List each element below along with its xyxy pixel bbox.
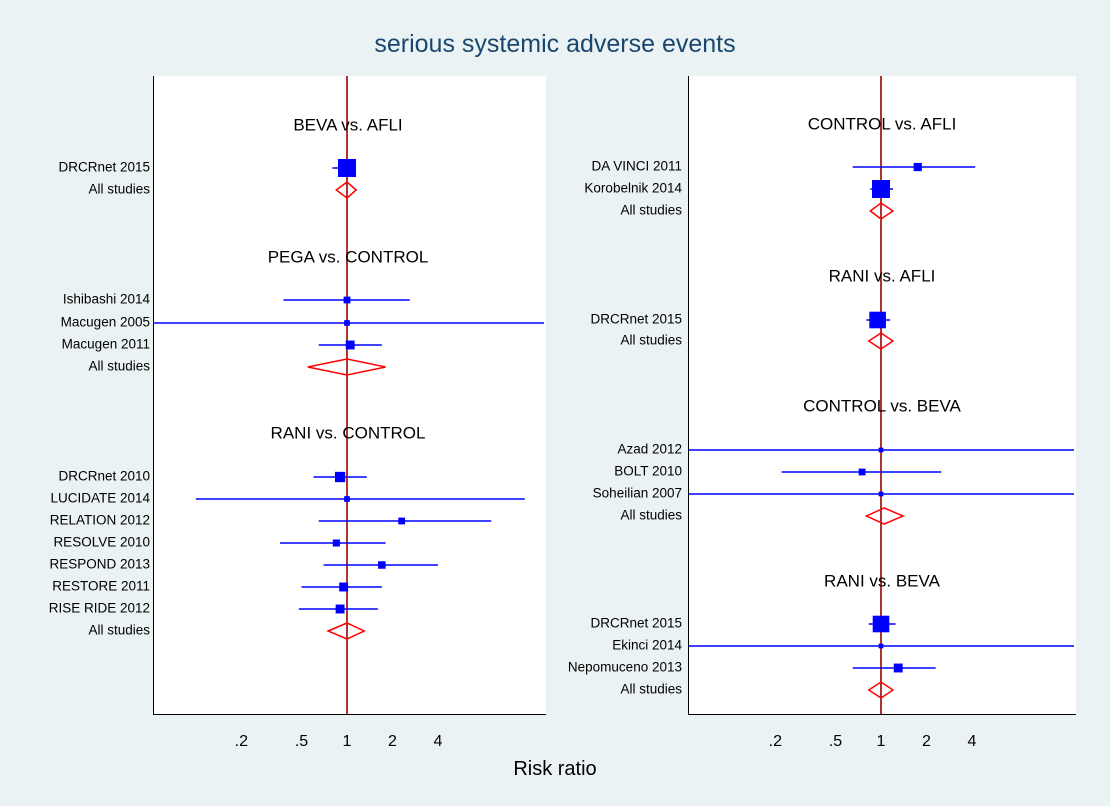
study-label: Macugen 2005 bbox=[61, 315, 150, 330]
chart-title: serious systemic adverse events bbox=[374, 30, 736, 58]
study-label: Korobelnik 2014 bbox=[584, 181, 682, 196]
point-estimate-square bbox=[343, 296, 351, 304]
study-label: DA VINCI 2011 bbox=[591, 159, 682, 174]
group-title: RANI vs. BEVA bbox=[824, 571, 941, 590]
pooled-estimate-diamond bbox=[867, 681, 895, 699]
study-label: Azad 2012 bbox=[617, 442, 682, 457]
group-title: RANI vs. CONTROL bbox=[271, 423, 426, 442]
pooled-estimate-diamond bbox=[335, 181, 358, 199]
point-estimate-square bbox=[869, 311, 886, 329]
study-label: BOLT 2010 bbox=[614, 464, 682, 479]
point-estimate-square bbox=[344, 320, 350, 326]
pooled-label: All studies bbox=[620, 333, 682, 348]
point-estimate-square bbox=[878, 447, 884, 453]
group-title: CONTROL vs. BEVA bbox=[803, 396, 961, 415]
study-label: LUCIDATE 2014 bbox=[50, 491, 150, 506]
study-label: Nepomuceno 2013 bbox=[568, 660, 682, 675]
point-estimate-square bbox=[344, 496, 350, 502]
group-title: PEGA vs. CONTROL bbox=[268, 247, 429, 266]
x-tick-label: 2 bbox=[388, 733, 397, 750]
study-label: DRCRnet 2015 bbox=[58, 160, 150, 175]
x-axis-title: Risk ratio bbox=[513, 758, 597, 780]
x-tick-label: 2 bbox=[922, 733, 931, 750]
pooled-label: All studies bbox=[620, 508, 682, 523]
group-title: RANI vs. AFLI bbox=[829, 266, 936, 285]
pooled-label: All studies bbox=[88, 359, 150, 374]
group-title: BEVA vs. AFLI bbox=[293, 115, 402, 134]
point-estimate-square bbox=[893, 663, 903, 673]
point-estimate-square bbox=[872, 180, 890, 198]
x-tick-label: 1 bbox=[877, 733, 886, 750]
pooled-estimate-diamond bbox=[867, 332, 895, 350]
x-tick-label: 4 bbox=[434, 733, 443, 750]
pooled-label: All studies bbox=[620, 203, 682, 218]
pooled-estimate-diamond bbox=[307, 358, 386, 376]
point-estimate-square bbox=[872, 615, 890, 633]
point-estimate-square bbox=[398, 517, 406, 525]
study-label: DRCRnet 2015 bbox=[590, 312, 682, 327]
study-label: RESPOND 2013 bbox=[49, 557, 150, 572]
point-estimate-square bbox=[339, 582, 349, 592]
point-estimate-square bbox=[378, 561, 386, 569]
x-tick-label: .2 bbox=[235, 733, 248, 750]
study-label: RESOLVE 2010 bbox=[53, 535, 150, 550]
study-label: RISE RIDE 2012 bbox=[49, 601, 150, 616]
point-estimate-square bbox=[878, 491, 884, 497]
study-label: DRCRnet 2010 bbox=[58, 469, 150, 484]
x-tick-label: .5 bbox=[829, 733, 842, 750]
point-estimate-square bbox=[335, 604, 345, 614]
study-label: RESTORE 2011 bbox=[52, 579, 150, 594]
x-tick-label: .5 bbox=[295, 733, 308, 750]
study-label: RELATION 2012 bbox=[50, 513, 150, 528]
pooled-estimate-diamond bbox=[326, 622, 367, 640]
pooled-label: All studies bbox=[620, 682, 682, 697]
point-estimate-square bbox=[338, 159, 356, 177]
point-estimate-square bbox=[345, 340, 355, 350]
pooled-label: All studies bbox=[88, 623, 150, 638]
point-estimate-square bbox=[913, 162, 922, 172]
point-estimate-square bbox=[878, 643, 884, 649]
point-estimate-square bbox=[334, 471, 346, 483]
pooled-estimate-diamond bbox=[864, 507, 906, 525]
pooled-estimate-diamond bbox=[869, 202, 895, 220]
group-title: CONTROL vs. AFLI bbox=[808, 114, 957, 133]
study-label: Macugen 2011 bbox=[62, 337, 150, 352]
point-estimate-square bbox=[332, 539, 340, 547]
x-tick-label: 1 bbox=[343, 733, 352, 750]
pooled-label: All studies bbox=[88, 182, 150, 197]
study-label: DRCRnet 2015 bbox=[590, 616, 682, 631]
x-tick-label: 4 bbox=[968, 733, 977, 750]
study-label: Ishibashi 2014 bbox=[63, 292, 151, 307]
study-label: Soheilian 2007 bbox=[593, 486, 682, 501]
point-estimate-square bbox=[858, 468, 866, 476]
study-label: Ekinci 2014 bbox=[612, 638, 682, 653]
x-tick-label: .2 bbox=[769, 733, 782, 750]
